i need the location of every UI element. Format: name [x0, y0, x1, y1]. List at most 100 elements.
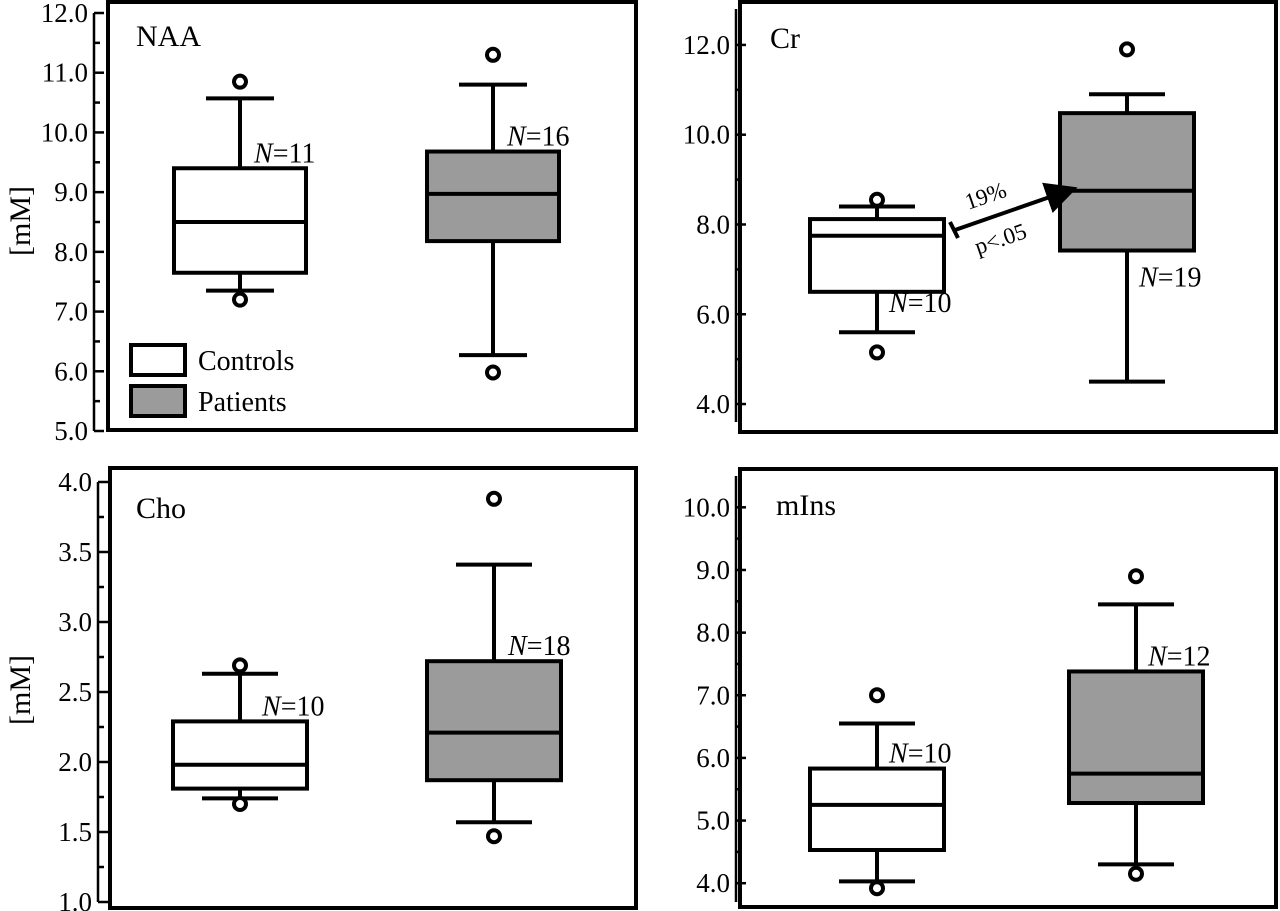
n-label: N=12 — [1147, 641, 1210, 672]
panel-frame — [108, 466, 638, 910]
legend-swatch-controls — [129, 343, 187, 377]
panel-frame — [738, 467, 1278, 909]
boxplots: N=10 N=18 — [171, 490, 570, 845]
legend-label-patients: Patients — [198, 387, 287, 418]
panel-cr: 4.0 6.0 8.0 10.0 12.0 Cr N=10 N=19 19% p<.05 — [683, 0, 1278, 434]
y-tick-label: 8.0 — [54, 237, 88, 267]
y-tick-label: 6.0 — [696, 299, 730, 329]
y-tick-label: 9.0 — [696, 555, 730, 585]
legend-item-patients: Patients — [129, 384, 287, 418]
outlier-point — [1128, 865, 1144, 882]
boxplot-patients: N=19 — [1058, 41, 1201, 384]
legend-item-controls: Controls — [129, 343, 294, 377]
panel-cho: 1.0 1.5 2.0 2.5 3.0 3.5 4.0 [mM] Cho N=10 N=18 — [4, 466, 638, 911]
y-tick-label: 3.0 — [58, 607, 92, 637]
y-tick-label: 1.0 — [58, 887, 92, 911]
y-tick-label: 5.0 — [696, 806, 730, 836]
box-iqr — [1058, 111, 1196, 253]
panel-title: Cr — [770, 22, 800, 55]
y-axis-label: [mM] — [4, 186, 37, 256]
legend-label-controls: Controls — [198, 346, 294, 377]
outlier-point — [232, 796, 248, 812]
y-tick-label: 5.0 — [54, 416, 88, 446]
y-tick-label: 10.0 — [683, 492, 730, 522]
n-label: N=16 — [506, 122, 569, 153]
y-tick-label: 3.5 — [58, 537, 92, 567]
n-label: N=10 — [888, 288, 951, 319]
y-tick-label: 4.0 — [696, 868, 730, 898]
boxplots: N=11 N=16 — [172, 46, 569, 381]
outlier-point — [1128, 568, 1144, 585]
y-tick-label: 11.0 — [42, 58, 88, 88]
panel-mins: 4.0 5.0 6.0 7.0 8.0 9.0 10.0 mIns N=10 N=12 — [683, 467, 1278, 909]
y-tick-label: 12.0 — [41, 0, 88, 28]
outlier-point — [485, 364, 501, 381]
annotation-percent: 19% — [962, 177, 1010, 214]
arrow-tail-bar — [948, 221, 960, 239]
outlier-point — [869, 687, 885, 704]
panel-title: Cho — [136, 492, 186, 525]
y-tick-label: 8.0 — [696, 209, 730, 239]
boxplot-controls: N=10 — [171, 657, 324, 812]
panel-frame — [106, 0, 638, 432]
outlier-point — [486, 828, 502, 845]
box-iqr — [808, 766, 946, 853]
outlier-point — [486, 490, 502, 507]
y-tick-label: 9.0 — [54, 177, 88, 207]
panel-frame — [738, 0, 1278, 434]
boxplot-patients: N=18 — [425, 490, 570, 845]
outlier-point — [869, 344, 885, 361]
significance-annotation: 19% p<.05 — [948, 177, 1078, 259]
n-label: N=10 — [261, 691, 324, 722]
n-label: N=19 — [1138, 263, 1201, 294]
legend: Controls Patients — [129, 343, 294, 418]
box-iqr — [425, 659, 563, 783]
y-tick-label: 12.0 — [683, 30, 730, 60]
boxplots: N=10 N=12 — [808, 568, 1210, 897]
comparison-arrow — [954, 182, 1078, 232]
outlier-point — [232, 73, 248, 90]
y-tick-label: 6.0 — [54, 356, 88, 386]
boxplot-controls: N=10 — [808, 191, 951, 361]
y-tick-label: 6.0 — [696, 743, 730, 773]
y-axis: 4.0 5.0 6.0 7.0 8.0 9.0 10.0 — [683, 476, 746, 902]
panel-naa: 5.0 6.0 7.0 8.0 9.0 10.0 11.0 12.0 [mM] NAA N=1… — [4, 0, 638, 446]
y-tick-label: 8.0 — [696, 618, 730, 648]
boxplot-controls: N=10 — [808, 687, 951, 897]
boxplot-patients: N=16 — [425, 46, 569, 381]
outlier-point — [485, 46, 501, 63]
annotation-pvalue: p<.05 — [971, 218, 1029, 259]
y-axis: 4.0 6.0 8.0 10.0 12.0 — [683, 9, 746, 422]
boxplots: N=10 N=19 — [808, 41, 1201, 384]
y-tick-label: 4.0 — [58, 467, 92, 497]
panel-title: mIns — [776, 489, 836, 522]
box-iqr — [1067, 669, 1205, 806]
y-axis: 1.0 1.5 2.0 2.5 3.0 3.5 4.0 — [58, 467, 108, 911]
y-tick-label: 10.0 — [683, 120, 730, 150]
y-tick-label: 1.5 — [58, 817, 92, 847]
outlier-point — [232, 657, 248, 674]
boxplot-controls: N=11 — [172, 73, 315, 308]
n-label: N=18 — [507, 631, 570, 662]
box-iqr — [808, 217, 946, 294]
outlier-point — [869, 880, 885, 897]
y-tick-label: 4.0 — [696, 389, 730, 419]
boxplot-patients: N=12 — [1067, 568, 1210, 882]
outlier-point — [869, 191, 885, 208]
legend-swatch-patients — [129, 384, 187, 418]
y-axis: 5.0 6.0 7.0 8.0 9.0 10.0 11.0 12.0 — [41, 0, 104, 446]
outlier-point — [232, 291, 248, 308]
outlier-point — [1119, 41, 1135, 58]
box-iqr — [425, 149, 561, 244]
y-tick-label: 7.0 — [696, 680, 730, 710]
y-tick-label: 2.5 — [58, 677, 92, 707]
y-tick-label: 7.0 — [54, 297, 88, 327]
y-tick-label: 10.0 — [41, 117, 88, 147]
y-tick-label: 2.0 — [58, 747, 92, 777]
n-label: N=10 — [888, 739, 951, 770]
box-iqr — [171, 719, 309, 791]
n-label: N=11 — [253, 138, 315, 169]
panel-title: NAA — [136, 20, 201, 53]
y-axis-label: [mM] — [4, 655, 37, 725]
